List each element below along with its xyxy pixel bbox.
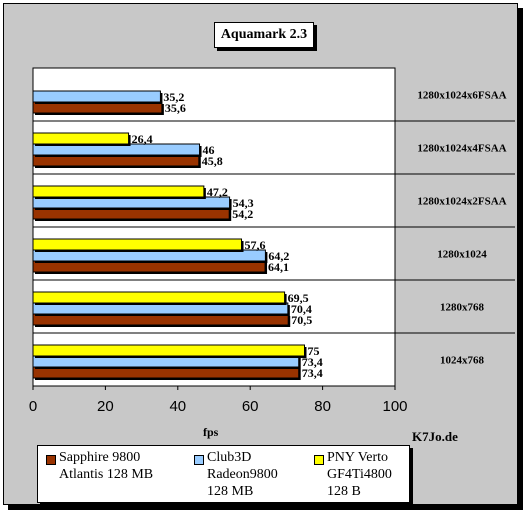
legend: Sapphire 9800 Atlantis 128 MB Club3D Rad… [37, 445, 410, 503]
bar-value-label: 35,2 [163, 90, 184, 104]
x-tick-label: 100 [382, 398, 407, 415]
bar [32, 90, 161, 103]
x-tick-label: 0 [29, 398, 37, 415]
legend-swatch-club3d [194, 455, 204, 465]
x-axis-label: fps [203, 425, 219, 439]
legend-label-club3d-1: Club3D [207, 450, 252, 465]
category-label: 1280x1024 [437, 249, 487, 261]
bar-value-label: 54,3 [233, 196, 254, 210]
legend-swatch-pny [314, 455, 324, 465]
legend-label-pny-1: PNY Verto [327, 450, 389, 465]
bar-value-label: 35,6 [165, 101, 186, 115]
chart-title-text: Aquamark 2.3 [220, 27, 308, 42]
category-label: 1024x768 [440, 355, 485, 367]
x-tick-label: 60 [242, 398, 259, 415]
legend-label-club3d-2: Radeon9800 [207, 467, 278, 482]
bar-value-label: 45,8 [202, 154, 223, 168]
bar [32, 291, 286, 304]
category-label: 1280x768 [440, 302, 485, 314]
bar [32, 238, 243, 251]
x-tick-label: 40 [169, 398, 186, 415]
bar-value-label: 64,1 [268, 260, 289, 274]
bar-value-label: 75 [308, 344, 320, 358]
x-tick-label: 20 [97, 398, 114, 415]
bar-value-label: 70,5 [291, 313, 312, 327]
source-credit: K7Jo.de [412, 429, 458, 444]
bar [32, 132, 130, 145]
bar-value-label: 69,5 [288, 291, 309, 305]
legend-label-sapphire-1: Sapphire 9800 [59, 450, 141, 465]
chart-title: Aquamark 2.3 [214, 22, 314, 48]
bar-value-label: 46 [203, 143, 215, 157]
bar-value-label: 54,2 [232, 207, 253, 221]
category-label: 1280x1024x6FSAA [417, 90, 506, 102]
bar-value-label: 47,2 [207, 185, 228, 199]
category-label: 1280x1024x2FSAA [417, 196, 506, 208]
bar-value-label: 64,2 [268, 249, 289, 263]
bar-value-label: 73,4 [302, 366, 323, 380]
category-label: 1280x1024x4FSAA [417, 143, 506, 155]
x-tick-label: 80 [314, 398, 331, 415]
bar-value-label: 57,6 [245, 238, 266, 252]
bar-value-label: 26,4 [132, 132, 153, 146]
bar-value-label: 70,4 [291, 302, 312, 316]
legend-label-pny-3: 128 B [327, 484, 361, 499]
bar-value-label: 73,4 [302, 355, 323, 369]
bar [32, 185, 205, 198]
legend-label-sapphire-2: Atlantis 128 MB [59, 467, 154, 482]
legend-label-club3d-3: 128 MB [207, 484, 254, 499]
legend-swatch-sapphire [46, 455, 56, 465]
bar [32, 344, 305, 357]
legend-label-pny-2: GF4Ti4800 [327, 467, 392, 482]
